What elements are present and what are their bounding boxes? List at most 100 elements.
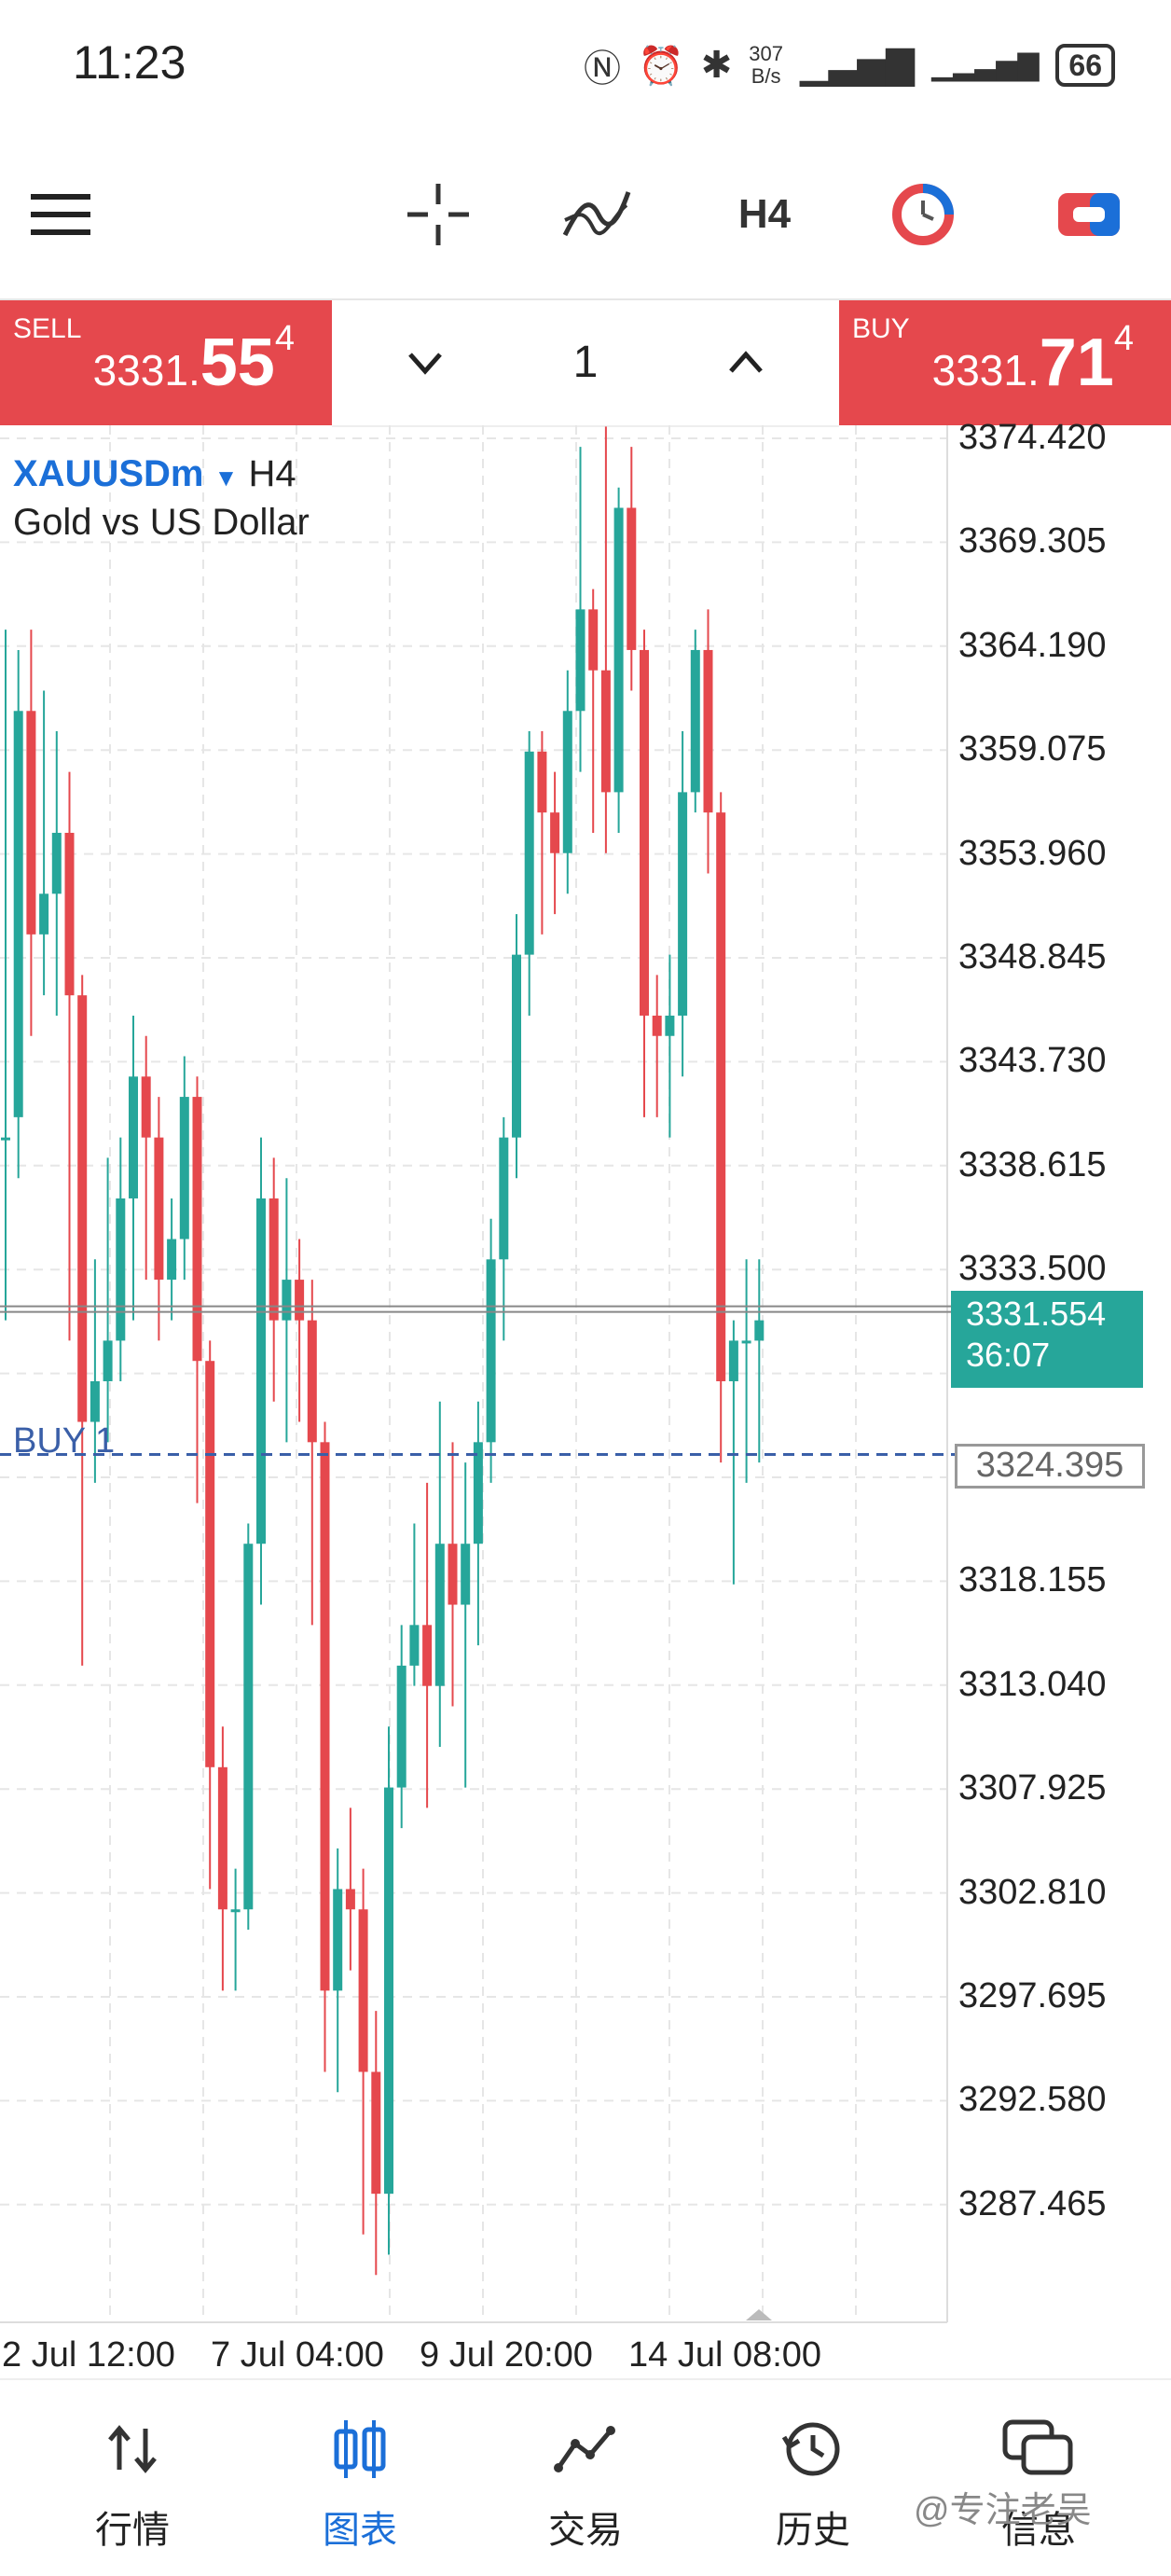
sell-price-big: 55 xyxy=(200,325,275,400)
price-tick-label: 3359.075 xyxy=(958,729,1107,769)
price-tick-label: 3287.465 xyxy=(958,2183,1107,2223)
chart-toolbar: H4 xyxy=(0,131,1171,300)
nav-quotes[interactable]: 行情 xyxy=(48,2380,216,2576)
crosshair-icon xyxy=(407,184,469,245)
menu-button[interactable] xyxy=(28,131,93,298)
symbol-dropdown-icon[interactable]: ▼ xyxy=(214,464,239,492)
trade-button[interactable] xyxy=(1052,131,1126,298)
candle-body xyxy=(396,1665,406,1788)
candle-body xyxy=(652,1015,662,1036)
indicators-icon xyxy=(562,191,631,237)
symbol-header: XAUUSDm ▼ H4 xyxy=(13,453,296,495)
chart-timeframe: H4 xyxy=(248,453,296,494)
candle-body xyxy=(448,1544,458,1605)
price-tick-label: 3364.190 xyxy=(958,625,1107,665)
price-tick-label: 3353.960 xyxy=(958,833,1107,873)
candle-body xyxy=(282,1280,292,1321)
candle-body xyxy=(728,1340,738,1381)
buy-position-price-tag: 3324.395 xyxy=(955,1444,1145,1489)
nav-chart-label: 图表 xyxy=(323,2510,397,2551)
one-click-trade-panel: SELL 3331.554 1 BUY 3331.714 xyxy=(0,300,1171,427)
bottom-navigation: 行情 图表 交易 历史 信息 xyxy=(0,2378,1171,2576)
candle-body xyxy=(333,1889,343,1991)
signal-icon-2: ▁▂▃▅▇ xyxy=(931,49,1040,81)
clock-trading-icon xyxy=(892,184,954,245)
time-tick-label: 14 Jul 08:00 xyxy=(628,2335,822,2375)
symbol-name[interactable]: XAUUSDm xyxy=(13,453,204,494)
price-axis: 3374.420 3369.305 3364.190 3359.075 3353.960… xyxy=(951,418,1171,2328)
candle-body xyxy=(295,1280,305,1321)
candle-body xyxy=(512,954,521,1138)
candle-body xyxy=(141,1076,151,1138)
nav-messages[interactable]: 信息 xyxy=(955,2380,1123,2576)
candle-body xyxy=(243,1544,254,1910)
buy-price-big: 71 xyxy=(1039,325,1114,400)
price-tick-label: 3343.730 xyxy=(958,1041,1107,1081)
candle-body xyxy=(422,1625,433,1686)
candle-body xyxy=(116,1198,126,1341)
lot-value[interactable]: 1 xyxy=(572,338,599,387)
price-tick-label: 3292.580 xyxy=(958,2080,1107,2120)
candle-body xyxy=(256,1198,266,1544)
bid-price: 3331.554 xyxy=(966,1295,1107,1333)
sell-price: 3331.554 xyxy=(92,319,295,401)
buy-price-sup: 4 xyxy=(1113,319,1134,358)
buy-button[interactable]: BUY 3331.714 xyxy=(839,300,1171,425)
indicators-button[interactable] xyxy=(559,131,634,298)
nav-history[interactable]: 历史 xyxy=(729,2380,897,2576)
candle-body xyxy=(550,812,560,853)
crosshair-button[interactable] xyxy=(401,131,475,298)
candle-body xyxy=(690,649,700,793)
price-tick-label: 3348.845 xyxy=(958,937,1107,976)
candle-body xyxy=(588,609,599,671)
increase-lot-button[interactable] xyxy=(690,300,802,425)
watermark: @专注老吴 xyxy=(914,2491,1092,2530)
one-click-trading-button[interactable] xyxy=(886,131,960,298)
price-tick-label: 3338.615 xyxy=(958,1144,1107,1184)
scroll-to-end-marker[interactable] xyxy=(746,2309,772,2320)
decrease-lot-button[interactable] xyxy=(369,300,481,425)
candle-body xyxy=(716,812,726,1381)
candle-body xyxy=(473,1442,483,1544)
candle-body xyxy=(154,1137,164,1281)
price-tick-label: 3297.695 xyxy=(958,1976,1107,2015)
candle-body xyxy=(600,670,611,793)
candle-body xyxy=(754,1320,765,1341)
timeframe-button[interactable]: H4 xyxy=(737,191,792,237)
sell-button[interactable]: SELL 3331.554 xyxy=(0,300,332,425)
buy-price: 3331.714 xyxy=(932,319,1134,401)
chevron-down-icon xyxy=(408,353,442,375)
trade-line-icon xyxy=(502,2412,669,2486)
candle-body xyxy=(77,995,88,1422)
candle-body xyxy=(217,1766,227,1910)
nfc-icon: Ⓝ xyxy=(583,48,621,90)
symbol-description: Gold vs US Dollar xyxy=(13,502,310,543)
status-bar: 11:23 Ⓝ ⏰ ✱ 307 B/s ▁▃▅▇ ▁▂▃▅▇ 66 xyxy=(0,0,1171,131)
nav-history-label: 历史 xyxy=(776,2510,850,2551)
candle-body xyxy=(461,1544,471,1605)
buy-position-label: BUY 1 xyxy=(13,1421,116,1461)
time-tick-label: 9 Jul 20:00 xyxy=(420,2335,593,2375)
sell-price-small: 3331. xyxy=(92,346,200,395)
candle-body xyxy=(627,507,637,650)
candle-body xyxy=(269,1198,279,1321)
messages-icon xyxy=(955,2412,1123,2486)
hamburger-menu-icon xyxy=(31,194,90,235)
candle-body xyxy=(13,711,23,1117)
history-clock-icon xyxy=(729,2412,897,2486)
candle-body xyxy=(384,1787,393,2195)
candle-body xyxy=(205,1361,215,1767)
price-chart[interactable] xyxy=(0,425,1171,2365)
candle-body xyxy=(524,751,534,955)
nav-chart[interactable]: 图表 xyxy=(276,2380,444,2576)
network-speed-text: 307 B/s xyxy=(749,42,783,88)
candle-body xyxy=(129,1076,138,1198)
status-icons: Ⓝ ⏰ ✱ 307 B/s ▁▃▅▇ ▁▂▃▅▇ 66 xyxy=(584,37,1115,93)
candle-body xyxy=(703,649,713,813)
candle-body xyxy=(640,649,649,1016)
candle-body xyxy=(486,1259,496,1443)
signal-icon: ▁▃▅▇ xyxy=(800,45,916,86)
quotes-arrows-icon xyxy=(48,2412,216,2486)
candle-body xyxy=(575,609,586,712)
nav-trade[interactable]: 交易 xyxy=(502,2380,669,2576)
